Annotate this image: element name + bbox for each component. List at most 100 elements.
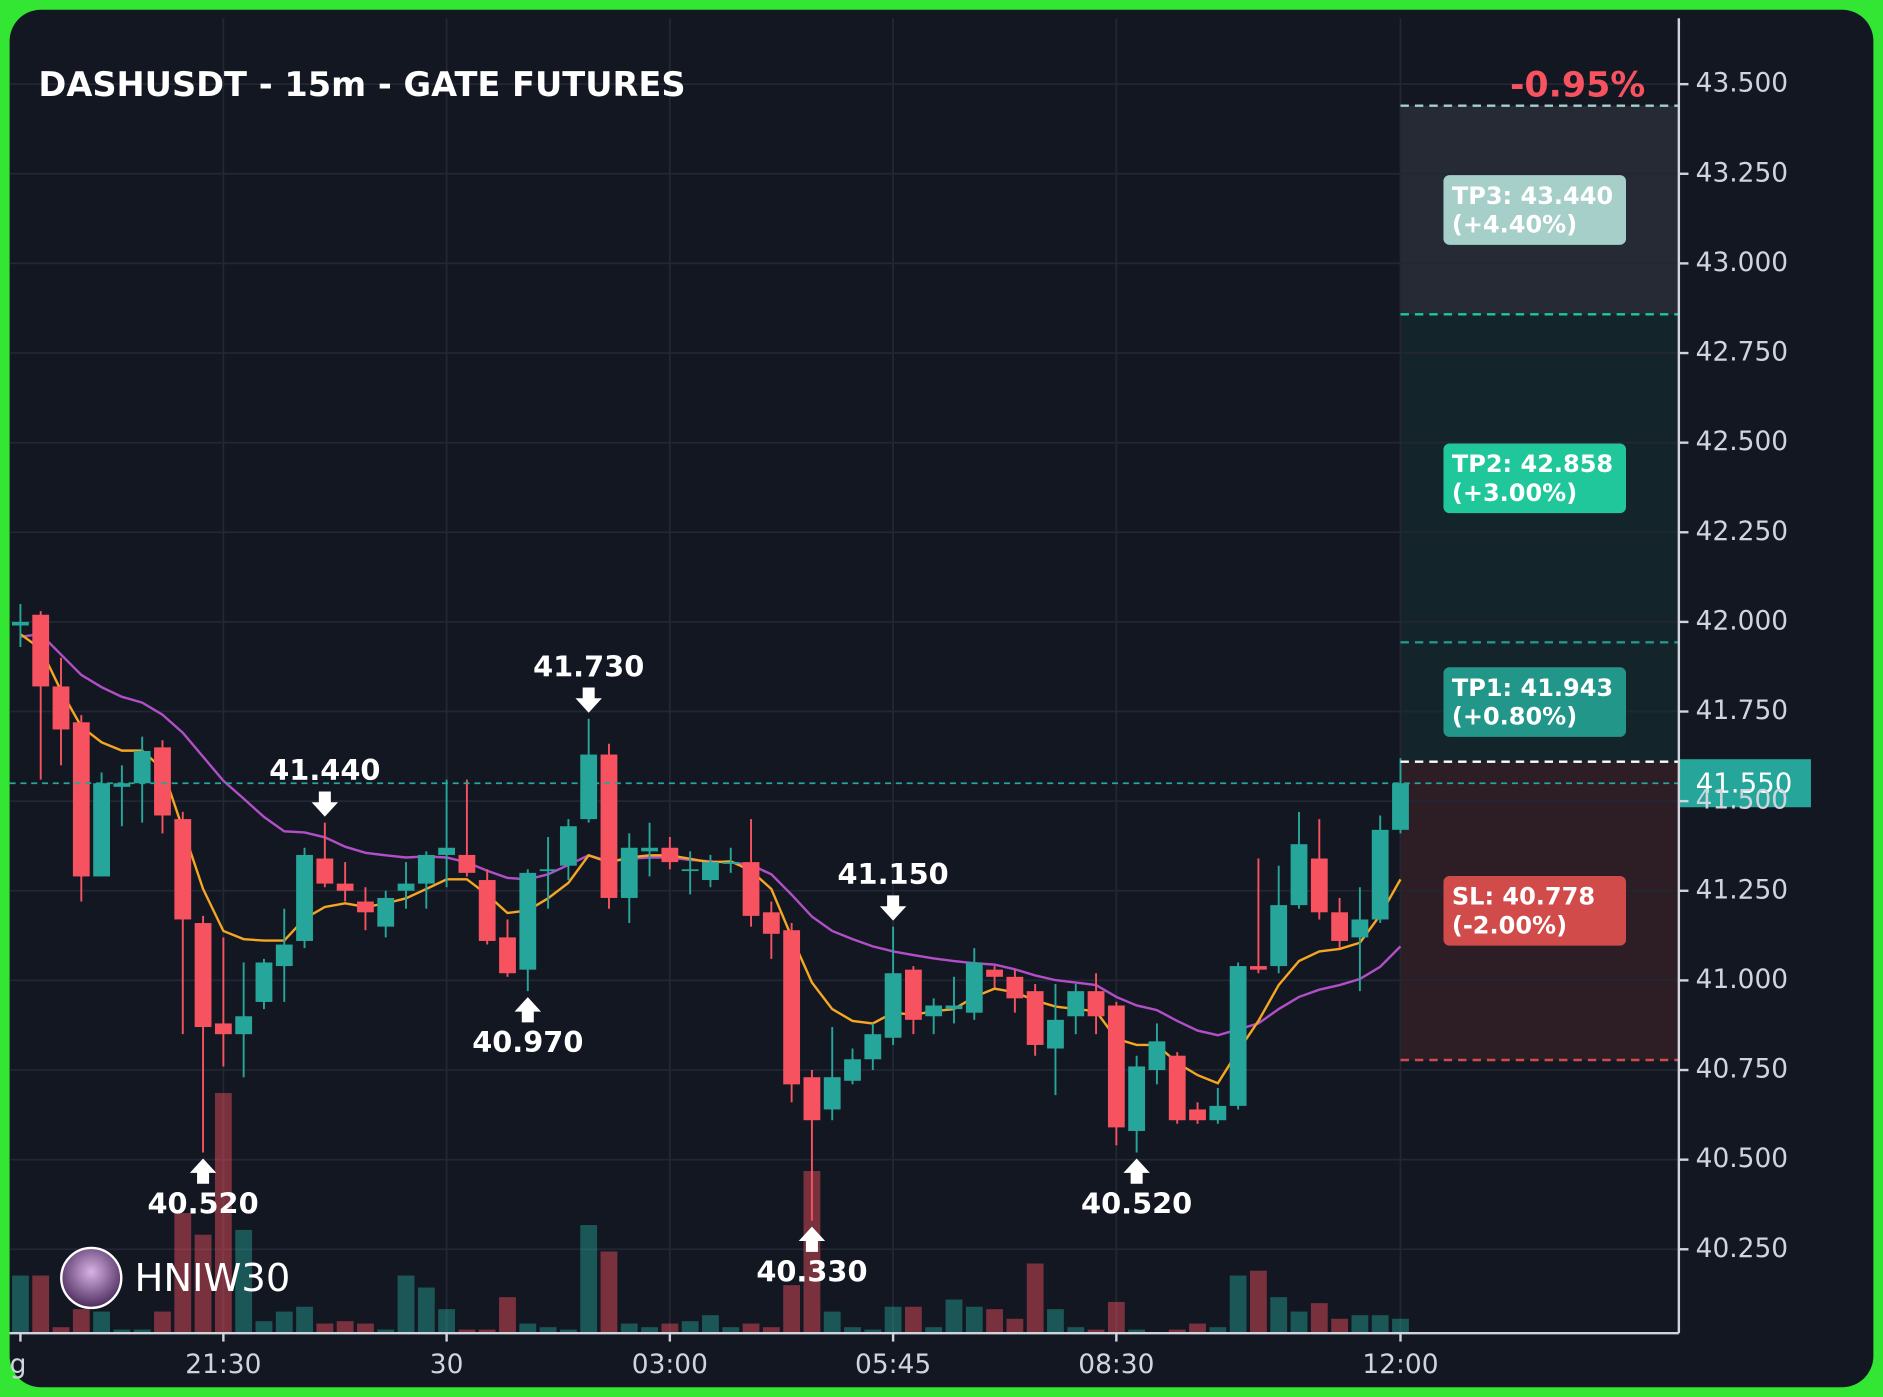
candle-body — [945, 1005, 963, 1010]
y-tick-label: 43.250 — [1696, 157, 1788, 188]
candle-body — [783, 930, 801, 1085]
volume-bar — [844, 1327, 861, 1334]
volume-bar — [1229, 1275, 1247, 1334]
low-arrow — [189, 1158, 217, 1184]
candle-body — [519, 872, 537, 970]
candle-body — [722, 862, 740, 864]
candles — [12, 603, 1409, 1221]
low-arrow — [1123, 1158, 1150, 1184]
y-tick-label: 40.500 — [1696, 1143, 1788, 1174]
chart-title: DASHUSDT - 15m - GATE FUTURES — [38, 65, 685, 104]
volume-bar — [945, 1299, 963, 1334]
volume-bar — [1168, 1329, 1186, 1334]
volume-bar — [641, 1327, 658, 1334]
volume-bar — [1128, 1329, 1146, 1334]
candle-body — [1290, 844, 1308, 906]
volume-bar — [397, 1275, 415, 1334]
change-label: -0.95% — [1510, 66, 1645, 106]
y-tick-label: 42.250 — [1696, 516, 1788, 547]
volume-bar — [539, 1327, 557, 1334]
candle-body — [194, 923, 212, 1028]
x-tick-label: 12:00 — [1362, 1349, 1438, 1380]
candle-body — [661, 847, 679, 863]
candle-body — [417, 854, 435, 884]
x-tick-label: 05:45 — [855, 1349, 931, 1380]
trade-pct: (+0.80%) — [1452, 703, 1577, 731]
candle-body — [275, 944, 293, 967]
volume-bar — [154, 1311, 171, 1334]
volume-bar — [681, 1321, 699, 1334]
volume-bar — [1006, 1318, 1024, 1334]
high-arrow — [311, 791, 339, 817]
candle-body — [357, 901, 374, 913]
volume-bar — [255, 1321, 273, 1334]
candle-body — [1047, 1019, 1064, 1049]
volume-bar — [864, 1329, 882, 1334]
low-label: 40.330 — [756, 1254, 867, 1288]
volume-bar — [1026, 1263, 1044, 1334]
candle-body — [113, 783, 131, 787]
candle-body — [458, 854, 476, 873]
volume-bar — [417, 1287, 435, 1334]
candle-body — [296, 854, 313, 941]
trade-label: TP1: 41.943 — [1452, 674, 1613, 702]
trade-label: TP2: 42.858 — [1452, 450, 1613, 478]
trade-pct: (+4.40%) — [1452, 211, 1577, 239]
candle-body — [803, 1077, 821, 1121]
volume-bar — [478, 1329, 496, 1334]
candle-body — [1087, 991, 1105, 1017]
y-tick-label: 43.500 — [1696, 68, 1788, 99]
volume-bar — [32, 1275, 50, 1334]
trade-box — [1443, 175, 1627, 245]
grid — [9, 18, 1679, 1334]
candle-body — [580, 754, 598, 820]
volume-bar — [1047, 1309, 1064, 1334]
y-tick-label: 41.750 — [1696, 695, 1788, 726]
candle-body — [641, 847, 658, 852]
volume-bar — [133, 1329, 151, 1334]
candle-body — [844, 1059, 861, 1081]
y-tick-label: 40.250 — [1696, 1233, 1788, 1264]
candle-body — [377, 897, 395, 927]
candle-body — [1351, 919, 1369, 938]
volume-bar — [1250, 1270, 1267, 1334]
candle-body — [214, 1023, 232, 1035]
volume-bar — [823, 1311, 841, 1334]
candle-body — [1270, 905, 1288, 967]
volume-bar — [174, 1213, 192, 1334]
volume-bar — [519, 1323, 537, 1334]
candle-body — [1310, 858, 1328, 913]
high-arrow — [879, 895, 907, 921]
volume-bar — [438, 1309, 456, 1334]
candle-body — [1250, 966, 1267, 970]
volume-bar — [275, 1311, 293, 1334]
watermark: HNIW30 — [135, 1256, 291, 1301]
volume-bar — [1107, 1301, 1125, 1334]
volume-bar — [1290, 1311, 1308, 1334]
volume-bar — [600, 1251, 618, 1334]
last-price-tag — [1678, 759, 1811, 808]
candle-body — [1128, 1066, 1146, 1131]
trade-label: TP3: 43.440 — [1452, 182, 1613, 210]
x-tick-label: 21:30 — [185, 1349, 261, 1380]
volume-bar — [661, 1323, 679, 1334]
y-tick-label: 41.500 — [1696, 785, 1788, 816]
candle-body — [925, 1005, 943, 1017]
candle-body — [12, 621, 29, 626]
candle-body — [52, 686, 70, 730]
candle-body — [1148, 1041, 1166, 1071]
y-tick-label: 41.250 — [1696, 874, 1788, 905]
volume-bar — [1392, 1318, 1409, 1334]
trade-pct: (-2.00%) — [1452, 911, 1567, 939]
trade-box — [1443, 443, 1627, 514]
low-label: 40.970 — [472, 1025, 583, 1059]
candle-body — [1026, 991, 1044, 1045]
trade-pct: (+3.00%) — [1452, 479, 1577, 507]
candle-body — [133, 750, 151, 784]
candle-body — [1392, 783, 1409, 830]
volume-bar — [316, 1323, 334, 1334]
volume-bar — [1270, 1297, 1288, 1334]
volume-bar — [620, 1323, 638, 1334]
candle-body — [559, 826, 577, 866]
